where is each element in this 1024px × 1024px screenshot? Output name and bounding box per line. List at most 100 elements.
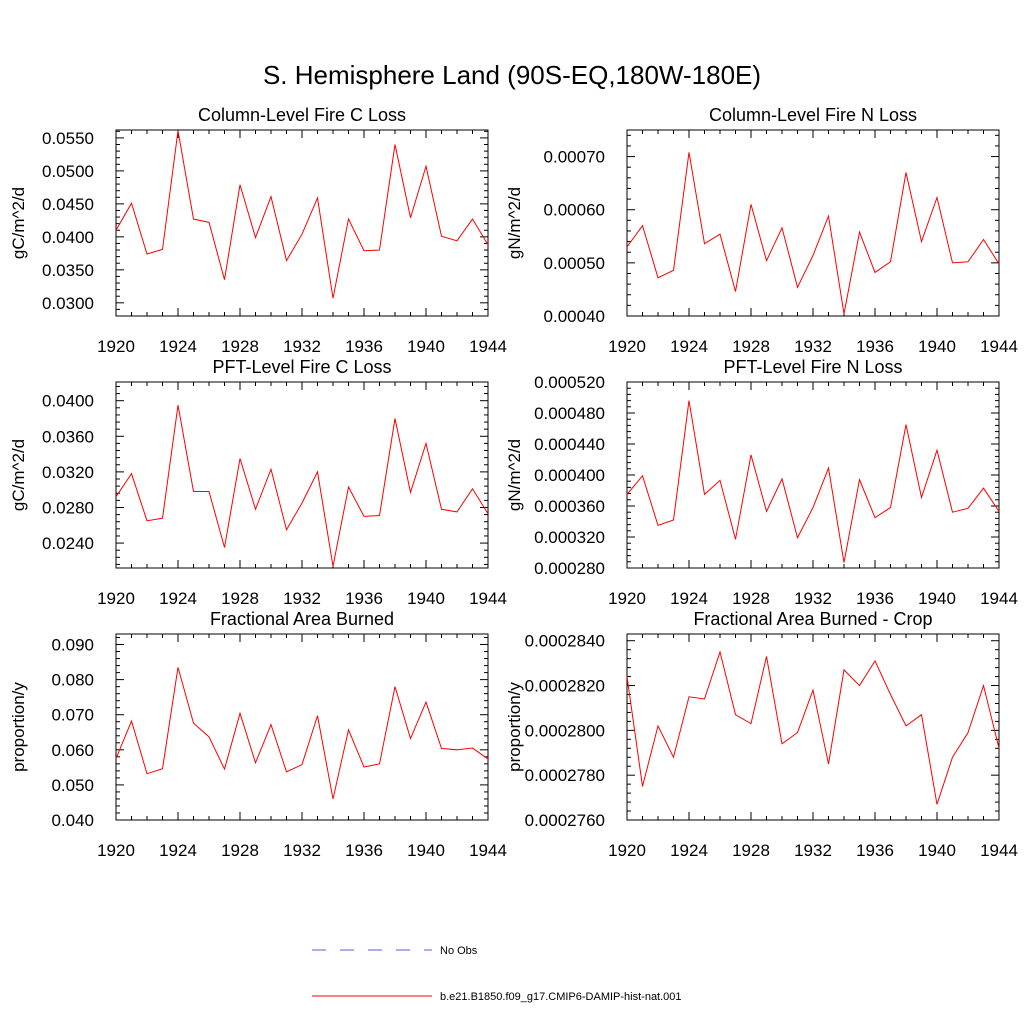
panel-title: PFT-Level Fire C Loss: [212, 357, 391, 377]
x-tick-label: 1940: [407, 337, 445, 356]
y-tick-label: 0.000480: [534, 404, 605, 423]
legend: No Obs b.e21.B1850.f09_g17.CMIP6-DAMIP-h…: [312, 945, 682, 1003]
x-tick-label: 1932: [794, 337, 832, 356]
x-tick-label: 1936: [856, 337, 894, 356]
x-tick-label: 1932: [283, 337, 321, 356]
y-tick-label: 0.0002800: [525, 721, 605, 740]
x-tick-label: 1928: [732, 337, 770, 356]
series-line: [115, 130, 489, 299]
legend-model-label: b.e21.B1850.f09_g17.CMIP6-DAMIP-hist-nat…: [440, 991, 682, 1003]
x-tick-label: 1924: [670, 841, 708, 860]
x-tick-label: 1924: [670, 337, 708, 356]
plot-frame: [626, 633, 1000, 821]
x-tick-label: 1936: [345, 589, 383, 608]
y-tick-label: 0.040: [51, 811, 94, 830]
series-line: [626, 152, 1000, 314]
y-tick-label: 0.000360: [534, 497, 605, 516]
x-tick-label: 1928: [732, 841, 770, 860]
y-tick-label: 0.000520: [534, 373, 605, 392]
series-line: [115, 667, 489, 800]
x-tick-label: 1920: [97, 589, 135, 608]
x-tick-label: 1936: [856, 589, 894, 608]
y-tick-label: 0.00040: [544, 307, 605, 326]
y-tick-label: 0.0320: [42, 463, 94, 482]
y-tick-label: 0.00060: [544, 201, 605, 220]
x-tick-label: 1940: [407, 841, 445, 860]
panel-3: PFT-Level Fire C Loss gC/m^2/d 1920 1924 192…: [9, 357, 507, 608]
x-tick-label: 1932: [794, 841, 832, 860]
x-tick-label: 1944: [980, 337, 1018, 356]
x-tick-label: 1940: [918, 337, 956, 356]
panel-1: Column-Level Fire C Loss gC/m^2/d 1920 1924…: [9, 105, 507, 356]
plot-frame: [115, 129, 489, 317]
x-tick-label: 1920: [608, 589, 646, 608]
y-tick-label: 0.000320: [534, 528, 605, 547]
series-line: [626, 400, 1000, 563]
panels: Column-Level Fire C Loss gC/m^2/d 1920 1924…: [9, 105, 1018, 860]
panel-title: Fractional Area Burned - Crop: [693, 609, 932, 629]
y-tick-label: 0.0500: [42, 162, 94, 181]
y-axis-label: proportion/y: [505, 682, 524, 772]
x-tick-label: 1944: [469, 337, 507, 356]
y-tick-label: 0.0360: [42, 427, 94, 446]
y-tick-label: 0.000400: [534, 466, 605, 485]
y-tick-label: 0.080: [51, 671, 94, 690]
y-tick-label: 0.0400: [42, 228, 94, 247]
x-tick-label: 1940: [407, 589, 445, 608]
y-axis-label: gN/m^2/d: [505, 439, 524, 511]
plot-frame: [115, 633, 489, 821]
y-tick-label: 0.0450: [42, 195, 94, 214]
y-axis-label: gN/m^2/d: [505, 187, 524, 259]
x-tick-label: 1924: [159, 841, 197, 860]
x-tick-label: 1924: [670, 589, 708, 608]
figure-title: S. Hemisphere Land (90S-EQ,180W-180E): [263, 60, 761, 90]
y-tick-label: 0.00070: [544, 148, 605, 167]
x-tick-label: 1944: [469, 589, 507, 608]
y-tick-label: 0.0002820: [525, 677, 605, 696]
y-tick-label: 0.000280: [534, 559, 605, 578]
series-line: [115, 405, 489, 567]
x-tick-label: 1940: [918, 589, 956, 608]
x-tick-label: 1928: [221, 841, 259, 860]
x-tick-label: 1928: [221, 337, 259, 356]
x-tick-label: 1936: [345, 841, 383, 860]
x-tick-label: 1932: [794, 589, 832, 608]
x-tick-label: 1920: [608, 337, 646, 356]
panel-5: Fractional Area Burned proportion/y 1920 19…: [9, 609, 507, 860]
y-tick-label: 0.0002780: [525, 766, 605, 785]
y-tick-label: 0.0400: [42, 392, 94, 411]
x-tick-label: 1920: [608, 841, 646, 860]
y-tick-label: 0.060: [51, 741, 94, 760]
series-line: [626, 650, 1000, 805]
panel-4: PFT-Level Fire N Loss gN/m^2/d 1920 1924 192…: [505, 357, 1018, 608]
x-tick-label: 1944: [980, 841, 1018, 860]
x-tick-label: 1932: [283, 841, 321, 860]
panel-title: Fractional Area Burned: [210, 609, 394, 629]
x-tick-label: 1932: [283, 589, 321, 608]
x-tick-label: 1944: [980, 589, 1018, 608]
x-tick-label: 1928: [732, 589, 770, 608]
x-tick-label: 1940: [918, 841, 956, 860]
y-tick-label: 0.0002840: [525, 632, 605, 651]
x-tick-label: 1944: [469, 841, 507, 860]
plot-frame: [115, 381, 489, 569]
y-tick-label: 0.00050: [544, 254, 605, 273]
y-tick-label: 0.0550: [42, 129, 94, 148]
y-tick-label: 0.0280: [42, 498, 94, 517]
x-tick-label: 1928: [221, 589, 259, 608]
x-tick-label: 1920: [97, 841, 135, 860]
y-tick-label: 0.0240: [42, 534, 94, 553]
panel-6: Fractional Area Burned - Crop proportion/…: [505, 609, 1018, 860]
panel-title: PFT-Level Fire N Loss: [723, 357, 902, 377]
y-tick-label: 0.090: [51, 636, 94, 655]
legend-obs-label: No Obs: [440, 945, 478, 957]
x-tick-label: 1924: [159, 589, 197, 608]
y-axis-label: proportion/y: [9, 682, 28, 772]
x-tick-label: 1936: [856, 841, 894, 860]
y-tick-label: 0.0300: [42, 294, 94, 313]
x-tick-label: 1920: [97, 337, 135, 356]
y-axis-label: gC/m^2/d: [9, 187, 28, 259]
y-tick-label: 0.050: [51, 776, 94, 795]
panel-title: Column-Level Fire N Loss: [709, 105, 917, 125]
